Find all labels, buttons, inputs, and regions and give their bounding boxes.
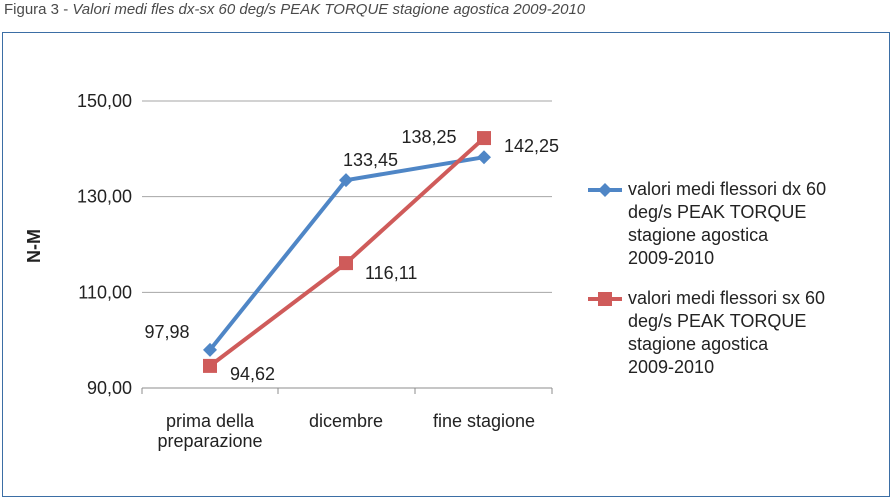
legend-label: deg/s PEAK TORQUE <box>628 311 806 331</box>
data-point-diamond <box>339 173 353 188</box>
figure-caption-text: Valori medi fles dx-sx 60 deg/s PEAK TOR… <box>72 1 586 18</box>
data-label: 142,25 <box>504 136 559 156</box>
data-point-square <box>203 358 217 373</box>
data-point-diamond <box>598 183 612 197</box>
y-tick-label: 90,00 <box>87 378 132 398</box>
data-point-square <box>598 292 612 306</box>
data-label: 133,45 <box>343 150 398 170</box>
data-label: 138,25 <box>401 127 456 147</box>
y-tick-label: 110,00 <box>78 282 132 302</box>
x-tick-label: preparazione <box>157 431 262 451</box>
axis-layer: 90,00 110,00 130,00 150,00 prima dellaprepar… <box>24 91 553 451</box>
x-tick-label: dicembre <box>309 411 383 431</box>
figure-caption-label: Figura 3 - <box>4 1 73 18</box>
legend-label: valori medi flessori sx 60 <box>628 288 825 308</box>
legend-label: stagione agostica <box>628 225 769 245</box>
data-label: 94,62 <box>230 364 275 384</box>
data-label: 97,98 <box>144 322 189 342</box>
legend-label: 2009-2010 <box>628 357 714 377</box>
legend-label: 2009-2010 <box>628 248 714 268</box>
series-line-sx <box>208 136 486 368</box>
data-point-square <box>339 256 353 271</box>
y-axis-title: N-M <box>24 229 44 263</box>
y-tick-label: 150,00 <box>77 91 132 111</box>
legend-label: deg/s PEAK TORQUE <box>628 202 806 222</box>
data-point-square <box>477 131 491 146</box>
data-label: 116,11 <box>365 263 417 283</box>
figure-caption: Figura 3 - Valori medi fles dx-sx 60 deg… <box>4 1 585 18</box>
legend: valori medi flessori dx 60 deg/s PEAK TOR… <box>588 179 826 377</box>
data-point-diamond <box>477 150 491 165</box>
x-tick-label: fine stagione <box>433 411 535 431</box>
chart-frame <box>2 32 890 497</box>
y-tick-label: 130,00 <box>77 187 132 207</box>
series-layer <box>203 131 491 373</box>
data-point-diamond <box>203 342 217 357</box>
legend-label: stagione agostica <box>628 334 769 354</box>
legend-label: valori medi flessori dx 60 <box>628 179 826 199</box>
x-tick-label: prima della <box>166 411 255 431</box>
